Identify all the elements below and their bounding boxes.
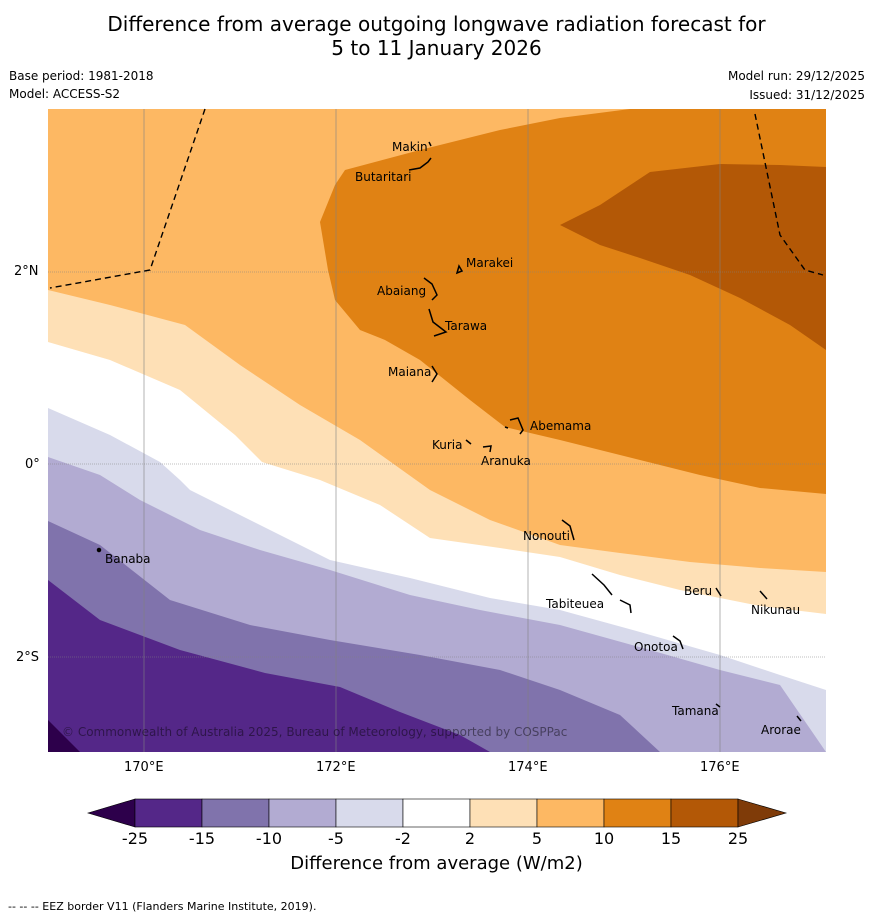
colorbar-tick-label: -5 bbox=[328, 829, 344, 848]
model-name: Model: ACCESS-S2 bbox=[9, 87, 121, 101]
eez-footnote: -- -- -- EEZ border V11 (Flanders Marine… bbox=[8, 900, 317, 913]
place-label-abaiang: Abaiang bbox=[377, 284, 426, 298]
lon-label-176e: 176°E bbox=[700, 760, 740, 775]
islands bbox=[96, 141, 802, 722]
place-label-kuria: Kuria bbox=[432, 438, 463, 452]
lon-label-174e: 174°E bbox=[508, 760, 548, 775]
model-run: Model run: 29/12/2025 bbox=[727, 69, 865, 83]
place-label-nikunau: Nikunau bbox=[751, 603, 800, 617]
place-label-marakei: Marakei bbox=[466, 256, 513, 270]
place-label-arorae: Arorae bbox=[761, 723, 801, 737]
band-minus25-to-minus15 bbox=[48, 580, 490, 752]
place-label-beru: Beru bbox=[684, 584, 712, 598]
nikunau-island bbox=[759, 590, 768, 600]
place-labels: Makin Butaritari Marakei Abaiang Tarawa … bbox=[105, 140, 801, 737]
colorbar-tick-label: 15 bbox=[660, 829, 682, 848]
colorbar-extend-low bbox=[86, 798, 136, 828]
colorbar-tick-label: -15 bbox=[188, 829, 216, 848]
lon-label-170e: 170°E bbox=[124, 760, 164, 775]
graticule bbox=[48, 109, 826, 752]
place-label-makin: Makin bbox=[392, 140, 428, 154]
issued-date: Issued: 31/12/2025 bbox=[749, 88, 865, 102]
tarawa-island bbox=[428, 308, 448, 337]
place-label-aranuka: Aranuka bbox=[481, 454, 531, 468]
lon-label-172e: 172°E bbox=[316, 760, 356, 775]
colorbar-swatch-n5-n2 bbox=[335, 798, 404, 828]
banaba-island bbox=[96, 547, 102, 553]
makin-island bbox=[428, 141, 432, 147]
colorbar-swatch-p10-p15 bbox=[603, 798, 672, 828]
eez-border bbox=[49, 108, 824, 289]
maiana-island bbox=[431, 365, 438, 383]
colorbar-tick-label: 10 bbox=[593, 829, 615, 848]
colorbar-tick-label: 5 bbox=[531, 829, 543, 848]
place-label-tamana: Tamana bbox=[671, 704, 719, 718]
colorbar bbox=[86, 798, 788, 828]
colorbar-tick-label: -2 bbox=[395, 829, 411, 848]
place-label-onotoa: Onotoa bbox=[634, 640, 678, 654]
abemama-island bbox=[504, 417, 524, 435]
aranuka-island bbox=[482, 445, 492, 453]
colorbar-tick-label: 25 bbox=[727, 829, 749, 848]
place-label-abemama: Abemama bbox=[530, 419, 591, 433]
colorbar-title: Difference from average (W/m2) bbox=[290, 853, 583, 874]
tamana-island bbox=[715, 703, 721, 708]
place-label-nonouti: Nonouti bbox=[523, 529, 570, 543]
band-below-minus25 bbox=[48, 720, 80, 752]
onotoa-island bbox=[672, 635, 684, 650]
colorbar-swatch-p2-p5 bbox=[469, 798, 538, 828]
place-label-tarawa: Tarawa bbox=[444, 319, 487, 333]
butaritari-island bbox=[408, 157, 432, 171]
abaiang-island bbox=[423, 277, 438, 301]
base-period: Base period: 1981-2018 bbox=[9, 69, 154, 83]
title-line-2: 5 to 11 January 2026 bbox=[331, 36, 542, 60]
colorbar-swatch-n25-n15 bbox=[134, 798, 203, 828]
nonouti-island bbox=[561, 519, 575, 541]
kuria-island bbox=[465, 439, 472, 445]
colorbar-tick-label: 2 bbox=[464, 829, 476, 848]
place-label-butaritari: Butaritari bbox=[355, 170, 412, 184]
colorbar-tick-label: -10 bbox=[255, 829, 283, 848]
place-label-banaba: Banaba bbox=[105, 552, 151, 566]
tabiteuea-island bbox=[591, 573, 632, 614]
marakei-island bbox=[455, 264, 464, 275]
band-15-to-25 bbox=[560, 164, 826, 350]
lat-label-2n: 2°N bbox=[14, 264, 39, 279]
lat-label-0: 0° bbox=[25, 457, 40, 472]
colorbar-swatch-n10-n5 bbox=[268, 798, 337, 828]
colorbar-swatch-p5-p10 bbox=[536, 798, 605, 828]
colorbar-swatch-n2-p2 bbox=[402, 798, 471, 828]
lat-label-2s: 2°S bbox=[16, 650, 40, 665]
place-label-tabiteuea: Tabiteuea bbox=[545, 597, 604, 611]
arorae-island bbox=[796, 715, 802, 722]
place-label-maiana: Maiana bbox=[388, 365, 431, 379]
colorbar-swatch-p15-p25 bbox=[670, 798, 739, 828]
contour-fill-layer bbox=[48, 109, 826, 752]
colorbar-extend-high bbox=[737, 798, 788, 828]
colorbar-tick-label: -25 bbox=[121, 829, 149, 848]
colorbar-swatch-n15-n10 bbox=[201, 798, 270, 828]
copyright-notice: © Commonwealth of Australia 2025, Bureau… bbox=[62, 725, 567, 739]
title-line-1: Difference from average outgoing longwav… bbox=[107, 12, 766, 36]
beru-island bbox=[715, 587, 722, 597]
